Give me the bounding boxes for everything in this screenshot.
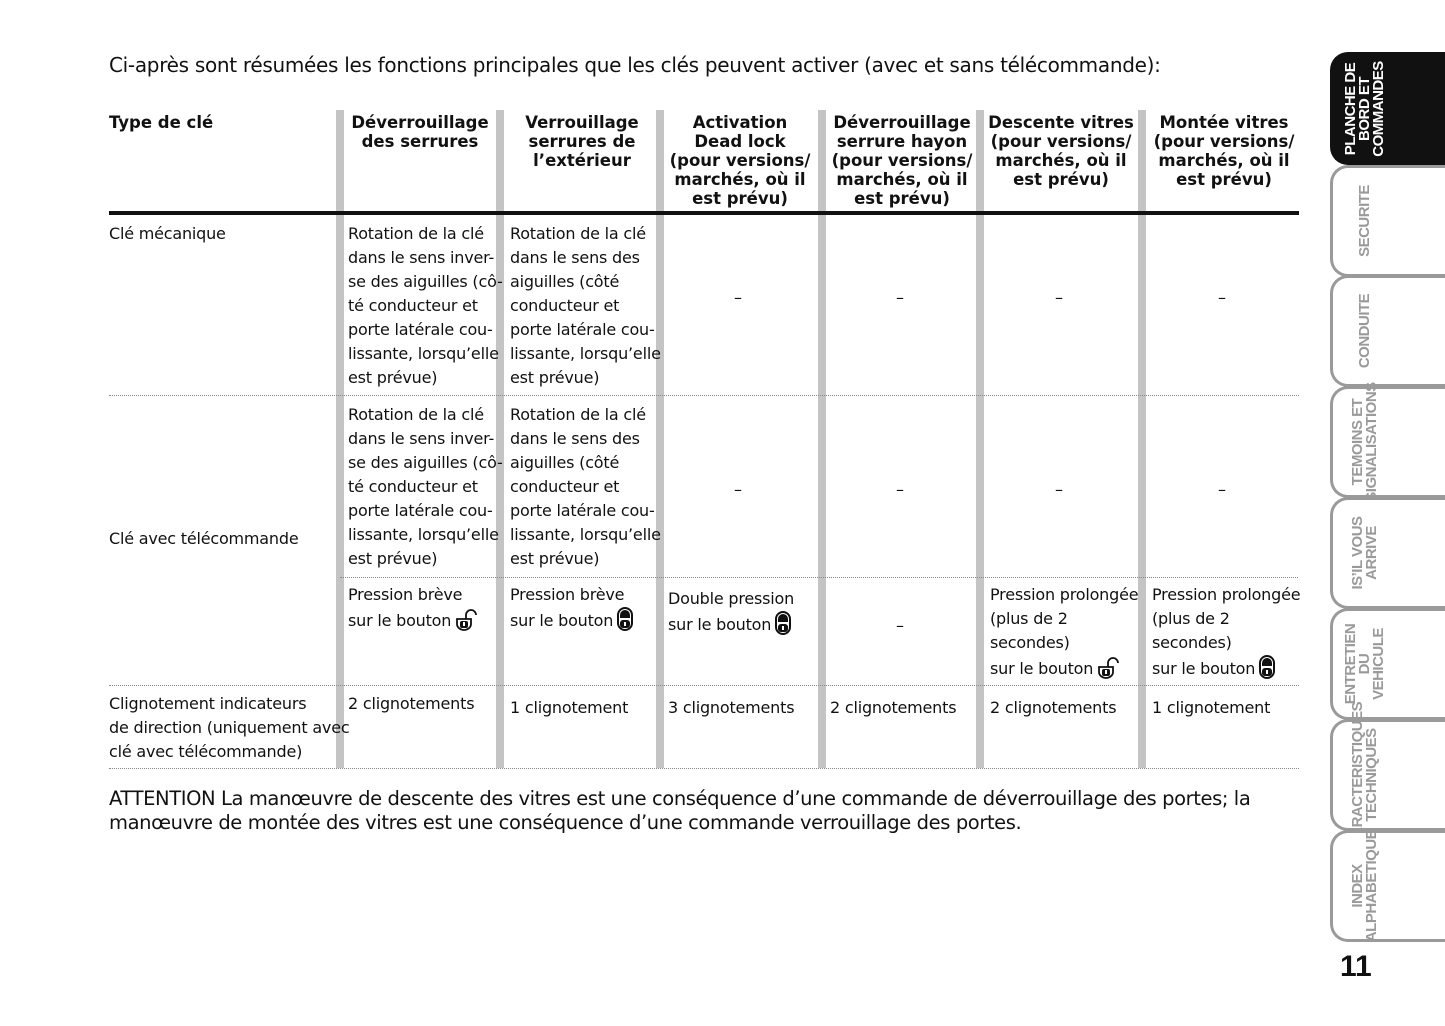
tab-temoins-et[interactable]: TEMOINS ET SIGNALISATIONS bbox=[1330, 382, 1445, 502]
unlock-button-icon bbox=[1097, 655, 1121, 686]
empty-cell: – bbox=[1218, 480, 1226, 499]
cell-text: Rotation de la clé dans le sens des aigu… bbox=[510, 224, 661, 387]
page-number: 11 bbox=[1340, 950, 1372, 983]
cell-text: Rotation de la clé dans le sens des aigu… bbox=[510, 405, 661, 568]
lock-button-icon bbox=[775, 611, 792, 642]
tab-label: PLANCHE DE BORD ET COMMANDES bbox=[1341, 60, 1387, 157]
column-divider bbox=[496, 110, 504, 768]
column-divider bbox=[656, 110, 664, 768]
column-header: Déverrouillage des serrures bbox=[351, 113, 489, 151]
header-rule bbox=[109, 211, 1299, 215]
cell-text: Rotation de la clé dans le sens inver- s… bbox=[348, 224, 503, 387]
row-label: Clé avec télécommande bbox=[109, 529, 299, 548]
tab-label: INDEX ALPHABETIQUE bbox=[1348, 829, 1380, 943]
cell-text: – bbox=[1055, 480, 1063, 499]
table-cell: 2 clignotements bbox=[830, 696, 957, 720]
table-cell: Pression prolongée (plus de 2 secondes) … bbox=[1152, 583, 1301, 686]
cell-text: Pression prolongée (plus de 2 secondes) … bbox=[1152, 585, 1301, 678]
empty-cell: – bbox=[896, 616, 904, 635]
table-cell: Pression brève sur le bouton bbox=[348, 583, 479, 638]
tab-conduite[interactable]: CONDUITE bbox=[1330, 275, 1445, 387]
row-label: Clignotement indicateurs de direction (u… bbox=[109, 694, 350, 761]
row-divider bbox=[109, 395, 1299, 396]
tab-index[interactable]: INDEX ALPHABETIQUE bbox=[1330, 830, 1445, 942]
tab-label: TEMOINS ET SIGNALISATIONS bbox=[1348, 382, 1380, 502]
row-label: Clé mécanique bbox=[109, 224, 226, 243]
empty-cell: – bbox=[1218, 288, 1226, 307]
cell-text: – bbox=[734, 288, 742, 307]
tab-label: SECURITE bbox=[1355, 185, 1373, 257]
cell-text: Rotation de la clé dans le sens inver- s… bbox=[348, 405, 503, 568]
cell-text: 3 clignotements bbox=[668, 698, 795, 717]
column-header: Montée vitres (pour versions/ marchés, o… bbox=[1153, 113, 1295, 189]
column-header: Verrouillage serrures de l’extérieur bbox=[525, 113, 639, 170]
cell-text: – bbox=[896, 288, 904, 307]
empty-cell: – bbox=[896, 480, 904, 499]
column-divider bbox=[818, 110, 826, 768]
cell-text: 2 clignotements bbox=[348, 694, 475, 713]
tab-caracteristiques[interactable]: CARACTERISTIQUES TECHNIQUES bbox=[1330, 702, 1445, 848]
tab-label: CONDUITE bbox=[1355, 293, 1373, 369]
empty-cell: – bbox=[734, 480, 742, 499]
lock-button-icon bbox=[617, 607, 634, 638]
column-divider bbox=[1138, 110, 1146, 768]
cell-text: Pression prolongée (plus de 2 secondes) … bbox=[990, 585, 1139, 678]
tab-planche-de[interactable]: PLANCHE DE BORD ET COMMANDES bbox=[1330, 52, 1445, 165]
table-cell: Pression prolongée (plus de 2 secondes) … bbox=[990, 583, 1139, 686]
table-cell: 2 clignotements bbox=[348, 692, 475, 716]
attention-note: ATTENTION La manœuvre de descente des vi… bbox=[109, 787, 1251, 834]
cell-text: – bbox=[896, 480, 904, 499]
cell-text: 1 clignotement bbox=[510, 698, 629, 717]
cell-text: 1 clignotement bbox=[1152, 698, 1271, 717]
cell-text: – bbox=[1055, 288, 1063, 307]
cell-text: 2 clignotements bbox=[830, 698, 957, 717]
tab-entretien-du[interactable]: ENTRETIEN DU VEHICULE bbox=[1330, 608, 1445, 720]
empty-cell: – bbox=[1055, 288, 1063, 307]
table-cell: Rotation de la clé dans le sens des aigu… bbox=[510, 403, 661, 571]
cell-text: Pression brève sur le bouton bbox=[348, 585, 463, 630]
tab-label: ENTRETIEN DU VEHICULE bbox=[1341, 623, 1387, 705]
column-divider bbox=[976, 110, 984, 768]
table-cell: Pression brève sur le bouton bbox=[510, 583, 634, 638]
tab-label: CARACTERISTIQUES TECHNIQUES bbox=[1348, 701, 1380, 849]
table-cell: Double pression sur le bouton bbox=[668, 587, 794, 642]
cell-text: Double pression sur le bouton bbox=[668, 589, 795, 634]
tab-securite[interactable]: SECURITE bbox=[1330, 165, 1445, 277]
cell-text: – bbox=[1218, 480, 1226, 499]
table-cell: 1 clignotement bbox=[510, 696, 628, 720]
tab-is-il-vous[interactable]: IS’IL VOUS ARRIVE bbox=[1330, 497, 1445, 609]
row-divider bbox=[340, 577, 1298, 578]
table-cell: 3 clignotements bbox=[668, 696, 795, 720]
column-header: Descente vitres (pour versions/ marchés,… bbox=[988, 113, 1134, 189]
table-cell: Rotation de la clé dans le sens inver- s… bbox=[348, 222, 503, 390]
tab-label: IS’IL VOUS ARRIVE bbox=[1348, 516, 1380, 590]
cell-text: 2 clignotements bbox=[990, 698, 1117, 717]
table-cell: 1 clignotement bbox=[1152, 696, 1270, 720]
table-cell: Rotation de la clé dans le sens des aigu… bbox=[510, 222, 661, 390]
unlock-button-icon bbox=[455, 607, 479, 638]
column-divider bbox=[336, 110, 344, 768]
empty-cell: – bbox=[734, 288, 742, 307]
table-cell: 2 clignotements bbox=[990, 696, 1117, 720]
cell-text: – bbox=[1218, 288, 1226, 307]
row-divider bbox=[109, 685, 1299, 686]
intro-text: Ci-après sont résumées les fonctions pri… bbox=[109, 53, 1161, 77]
empty-cell: – bbox=[1055, 480, 1063, 499]
cell-text: – bbox=[734, 480, 742, 499]
cell-text: – bbox=[896, 616, 904, 635]
table-cell: Rotation de la clé dans le sens inver- s… bbox=[348, 403, 503, 571]
column-header: Type de clé bbox=[109, 113, 214, 132]
column-header: Déverrouillage serrure hayon (pour versi… bbox=[831, 113, 973, 208]
column-header: Activation Dead lock (pour versions/ mar… bbox=[669, 113, 811, 208]
empty-cell: – bbox=[896, 288, 904, 307]
cell-text: Pression brève sur le bouton bbox=[510, 585, 625, 630]
lock-button-icon bbox=[1259, 655, 1276, 686]
row-divider bbox=[109, 768, 1299, 769]
